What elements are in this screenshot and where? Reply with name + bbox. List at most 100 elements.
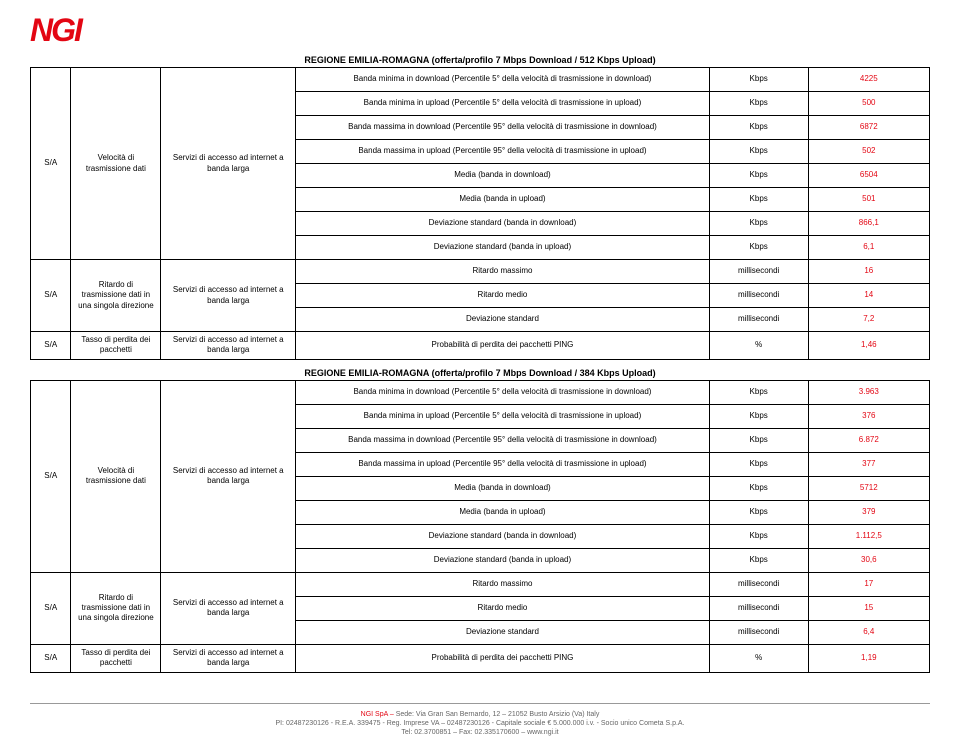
footer-divider (30, 703, 930, 704)
service-cell: Servizi di accesso ad internet a banda l… (161, 572, 296, 644)
metric-cell: Ritardo medio (296, 596, 710, 620)
footer-contact: Tel: 02.3700851 – Fax: 02.335170600 – ww… (401, 729, 558, 736)
value-cell: 30,6 (808, 548, 929, 572)
metric-cell: Media (banda in upload) (296, 188, 710, 212)
unit-cell: millisecondi (709, 620, 808, 644)
unit-cell: Kbps (709, 236, 808, 260)
category-cell: Velocità di trasmissione dati (71, 68, 161, 260)
sa-cell: S/A (31, 380, 71, 572)
value-cell: 500 (808, 92, 929, 116)
service-cell: Servizi di accesso ad internet a banda l… (161, 380, 296, 572)
unit-cell: Kbps (709, 500, 808, 524)
value-cell: 5712 (808, 476, 929, 500)
unit-cell: Kbps (709, 452, 808, 476)
value-cell: 502 (808, 140, 929, 164)
footer: NGI SpA – Sede: Via Gran San Bernardo, 1… (30, 710, 930, 737)
value-cell: 1.112,5 (808, 524, 929, 548)
value-cell: 376 (808, 404, 929, 428)
service-cell: Servizi di accesso ad internet a banda l… (161, 260, 296, 332)
table-row: S/AVelocità di trasmissione datiServizi … (31, 380, 930, 404)
unit-cell: Kbps (709, 92, 808, 116)
category-cell: Ritardo di trasmissione dati in una sing… (71, 572, 161, 644)
value-cell: 7,2 (808, 308, 929, 332)
metric-cell: Banda massima in download (Percentile 95… (296, 116, 710, 140)
unit-cell: Kbps (709, 548, 808, 572)
unit-cell: % (709, 644, 808, 672)
metric-cell: Media (banda in download) (296, 164, 710, 188)
metric-cell: Banda minima in download (Percentile 5° … (296, 68, 710, 92)
metric-cell: Banda massima in upload (Percentile 95° … (296, 452, 710, 476)
category-cell: Velocità di trasmissione dati (71, 380, 161, 572)
value-cell: 6,1 (808, 236, 929, 260)
value-cell: 6504 (808, 164, 929, 188)
metric-cell: Media (banda in download) (296, 476, 710, 500)
unit-cell: Kbps (709, 380, 808, 404)
value-cell: 14 (808, 284, 929, 308)
unit-cell: Kbps (709, 428, 808, 452)
metric-cell: Deviazione standard (banda in download) (296, 524, 710, 548)
service-cell: Servizi di accesso ad internet a banda l… (161, 68, 296, 260)
unit-cell: millisecondi (709, 260, 808, 284)
footer-legal: PI: 02487230126 - R.E.A. 339475 - Reg. I… (275, 720, 684, 727)
metric-cell: Media (banda in upload) (296, 500, 710, 524)
sa-cell: S/A (31, 260, 71, 332)
unit-cell: millisecondi (709, 308, 808, 332)
tables-container: REGIONE EMILIA-ROMAGNA (offerta/profilo … (30, 55, 930, 673)
service-cell: Servizi di accesso ad internet a banda l… (161, 644, 296, 672)
data-table: S/AVelocità di trasmissione datiServizi … (30, 67, 930, 360)
value-cell: 16 (808, 260, 929, 284)
table-row: S/ARitardo di trasmissione dati in una s… (31, 260, 930, 284)
region-title: REGIONE EMILIA-ROMAGNA (offerta/profilo … (30, 368, 930, 378)
metric-cell: Deviazione standard (banda in upload) (296, 548, 710, 572)
data-table: S/AVelocità di trasmissione datiServizi … (30, 380, 930, 673)
value-cell: 501 (808, 188, 929, 212)
metric-cell: Ritardo massimo (296, 260, 710, 284)
unit-cell: % (709, 332, 808, 360)
metric-cell: Probabilità di perdita dei pacchetti PIN… (296, 644, 710, 672)
table-row: S/ATasso di perdita dei pacchettiServizi… (31, 644, 930, 672)
region-title: REGIONE EMILIA-ROMAGNA (offerta/profilo … (30, 55, 930, 65)
value-cell: 6,4 (808, 620, 929, 644)
metric-cell: Ritardo medio (296, 284, 710, 308)
unit-cell: Kbps (709, 68, 808, 92)
value-cell: 15 (808, 596, 929, 620)
unit-cell: Kbps (709, 116, 808, 140)
table-row: S/ATasso di perdita dei pacchettiServizi… (31, 332, 930, 360)
sa-cell: S/A (31, 68, 71, 260)
unit-cell: Kbps (709, 212, 808, 236)
footer-address: Sede: Via Gran San Bernardo, 12 – 21052 … (396, 711, 600, 718)
unit-cell: Kbps (709, 476, 808, 500)
value-cell: 377 (808, 452, 929, 476)
table-row: S/AVelocità di trasmissione datiServizi … (31, 68, 930, 92)
metric-cell: Banda massima in download (Percentile 95… (296, 428, 710, 452)
metric-cell: Probabilità di perdita dei pacchetti PIN… (296, 332, 710, 360)
value-cell: 1,19 (808, 644, 929, 672)
unit-cell: Kbps (709, 188, 808, 212)
category-cell: Ritardo di trasmissione dati in una sing… (71, 260, 161, 332)
value-cell: 379 (808, 500, 929, 524)
metric-cell: Deviazione standard (banda in upload) (296, 236, 710, 260)
sa-cell: S/A (31, 644, 71, 672)
metric-cell: Banda minima in download (Percentile 5° … (296, 380, 710, 404)
metric-cell: Banda massima in upload (Percentile 95° … (296, 140, 710, 164)
value-cell: 1,46 (808, 332, 929, 360)
metric-cell: Banda minima in upload (Percentile 5° de… (296, 404, 710, 428)
metric-cell: Deviazione standard (296, 620, 710, 644)
metric-cell: Deviazione standard (296, 308, 710, 332)
category-cell: Tasso di perdita dei pacchetti (71, 644, 161, 672)
value-cell: 6872 (808, 116, 929, 140)
value-cell: 4225 (808, 68, 929, 92)
unit-cell: millisecondi (709, 596, 808, 620)
value-cell: 17 (808, 572, 929, 596)
footer-company: NGI SpA – (361, 711, 396, 718)
metric-cell: Deviazione standard (banda in download) (296, 212, 710, 236)
table-row: S/ARitardo di trasmissione dati in una s… (31, 572, 930, 596)
value-cell: 866,1 (808, 212, 929, 236)
unit-cell: Kbps (709, 140, 808, 164)
metric-cell: Ritardo massimo (296, 572, 710, 596)
unit-cell: Kbps (709, 404, 808, 428)
unit-cell: millisecondi (709, 572, 808, 596)
logo: NGI (30, 12, 930, 49)
sa-cell: S/A (31, 572, 71, 644)
value-cell: 6.872 (808, 428, 929, 452)
